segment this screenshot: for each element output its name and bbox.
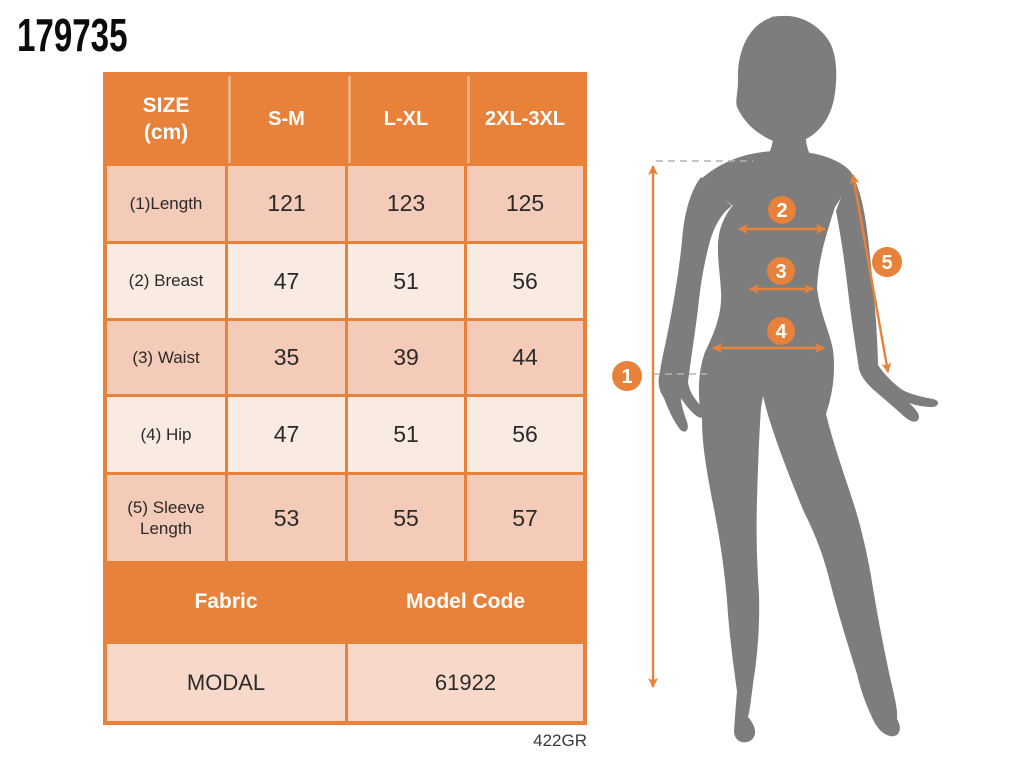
silhouette-left-arm — [658, 177, 732, 432]
size-table: SIZE (cm) S-M L-XL 2XL-3XL (1)Length 121… — [103, 72, 587, 725]
row-label-waist: (3) Waist — [107, 321, 225, 394]
measurement-markers: 1 2 3 4 5 — [612, 196, 902, 391]
length-s-m-value: 121 — [228, 166, 345, 241]
length-l-xl-value: 123 — [348, 166, 464, 241]
measurement-arrows — [648, 165, 892, 688]
fabric-value-cell: MODAL — [107, 644, 345, 721]
model-code-header-cell: Model Code — [348, 564, 583, 641]
row-label-length: (1)Length — [107, 166, 225, 241]
marker-2: 2 — [768, 196, 796, 224]
model-code-value-cell: 61922 — [348, 644, 583, 721]
row-label-breast: (2) Breast — [107, 244, 225, 318]
marker-3-number: 3 — [775, 261, 786, 283]
hip-l-xl-value: 51 — [348, 397, 464, 472]
sleeve-l-xl-value: 55 — [348, 475, 464, 561]
breast-l-xl-value: 51 — [348, 244, 464, 318]
silhouette-torso-legs — [698, 150, 900, 743]
silhouette-neck — [762, 122, 818, 166]
hip-s-m-value: 47 — [228, 397, 345, 472]
marker-1-number: 1 — [621, 366, 632, 388]
row-label-hip: (4) Hip — [107, 397, 225, 472]
row-label-sleeve-length: (5) Sleeve Length — [107, 475, 225, 561]
breast-2xl-3xl-value: 56 — [467, 244, 583, 318]
column-header-2xl-3xl: 2XL-3XL — [467, 76, 583, 163]
marker-2-number: 2 — [776, 200, 787, 222]
size-unit-header-cell: SIZE (cm) — [107, 76, 225, 163]
hip-2xl-3xl-value: 56 — [467, 397, 583, 472]
column-header-l-xl: L-XL — [348, 76, 464, 163]
waist-l-xl-value: 39 — [348, 321, 464, 394]
product-code: 179735 — [17, 9, 128, 61]
length-2xl-3xl-value: 125 — [467, 166, 583, 241]
marker-5: 5 — [872, 247, 902, 277]
marker-1: 1 — [612, 361, 642, 391]
column-header-s-m: S-M — [228, 76, 345, 163]
body-silhouette — [658, 15, 939, 743]
footnote-code: 422GR — [533, 731, 587, 750]
waist-s-m-value: 35 — [228, 321, 345, 394]
marker-4-number: 4 — [775, 321, 787, 343]
marker-4: 4 — [767, 317, 795, 345]
silhouette-hair — [736, 15, 837, 144]
silhouette-hair-flick — [753, 16, 774, 44]
marker-3: 3 — [767, 257, 795, 285]
sleeve-s-m-value: 53 — [228, 475, 345, 561]
marker-5-number: 5 — [881, 252, 892, 274]
waist-2xl-3xl-value: 44 — [467, 321, 583, 394]
silhouette-right-arm — [836, 172, 939, 422]
fabric-header-cell: Fabric — [107, 564, 345, 641]
breast-s-m-value: 47 — [228, 244, 345, 318]
sleeve-2xl-3xl-value: 57 — [467, 475, 583, 561]
sleeve-arrow — [849, 174, 892, 373]
